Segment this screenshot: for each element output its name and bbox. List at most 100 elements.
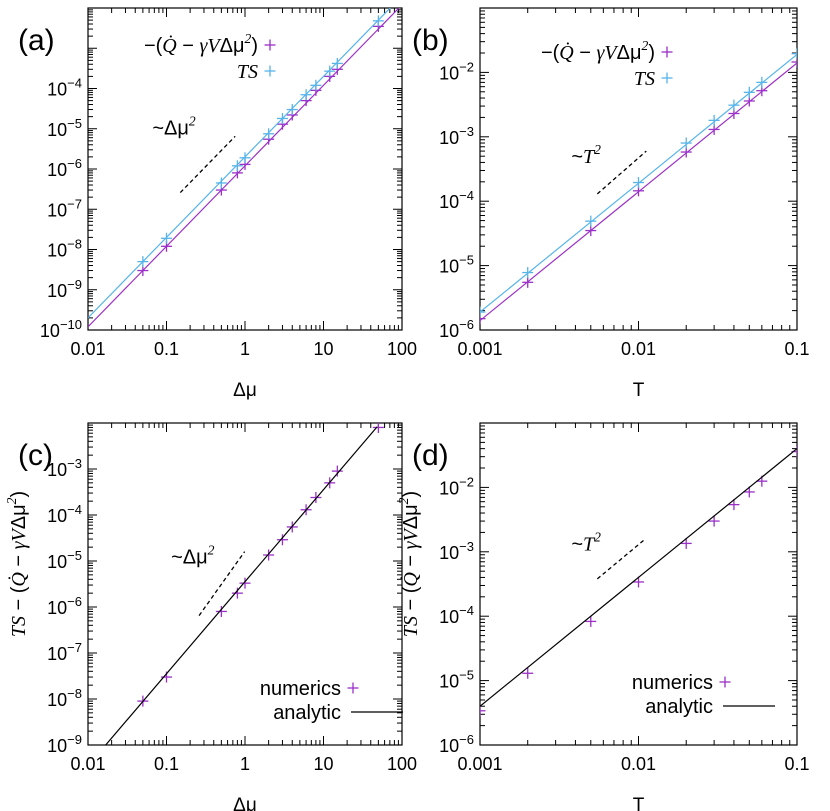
data-point [276, 534, 288, 546]
data-point [286, 104, 298, 116]
data-point [324, 65, 336, 77]
y-tick-label: 10−7 [47, 196, 82, 220]
data-point [331, 57, 343, 69]
legend-label: numerics [260, 678, 341, 700]
x-tick-label: 1 [240, 754, 250, 774]
legend-label: analytic [273, 702, 341, 724]
y-tick-label: 10−2 [439, 474, 474, 498]
y-tick-label: 10−6 [439, 317, 474, 341]
y-tick-label: 10−3 [439, 124, 474, 148]
y-tick-label: 10−3 [47, 456, 82, 480]
plot-area [480, 446, 797, 717]
legend-label: TS [634, 68, 655, 90]
data-point [522, 276, 534, 288]
x-tick-label: 0.01 [621, 339, 656, 359]
data-point [480, 705, 486, 717]
data-point [231, 160, 243, 172]
y-tick-label: 10−9 [47, 732, 82, 756]
x-tick-label: 0.001 [457, 754, 502, 774]
data-point [585, 225, 597, 237]
slope-guide-line [596, 150, 647, 195]
y-tick-label: 10−6 [439, 732, 474, 756]
data-point [263, 128, 275, 140]
data-point [585, 615, 597, 627]
data-point [480, 306, 486, 318]
data-point [331, 465, 343, 477]
data-point [300, 89, 312, 101]
y-tick-label: 10−5 [439, 253, 474, 277]
panel-b: 0.001 0.01 0.1 10−6 10−5 10−4 10−3 10−2 T (b) ~T2​… [412, 7, 810, 401]
x-axis-label: Δμ [233, 795, 257, 811]
analytic-line [105, 426, 378, 745]
data-point [791, 48, 797, 60]
data-point [680, 537, 692, 549]
legend-label: analytic [645, 696, 713, 718]
data-point [633, 576, 644, 588]
data-point [215, 177, 227, 189]
x-tick-label: 0.01 [70, 754, 105, 774]
y-tick-label: 10−4 [439, 188, 474, 212]
x-tick-label: 0.1 [154, 754, 179, 774]
data-point [276, 112, 288, 124]
x-axis-label: T [633, 380, 645, 401]
data-point [310, 492, 322, 504]
axis-ticks [479, 422, 798, 746]
x-tick-label: 100 [387, 754, 417, 774]
y-tick-label: 10−10 [40, 317, 82, 341]
legend-point-swatch [719, 676, 731, 688]
data-point [239, 152, 251, 164]
y-tick-label: 10−6 [47, 156, 82, 180]
y-tick-label: 10−8 [47, 686, 82, 710]
data-point [585, 215, 597, 227]
x-tick-label: 100 [387, 339, 417, 359]
legend-label: −(Q̇ − γVΔμ2​) [144, 31, 258, 57]
plot-area [480, 48, 797, 325]
data-point [480, 313, 486, 325]
data-point [215, 605, 227, 617]
slope-guide-label: ~Δμ2​ [171, 543, 215, 569]
legend-point-swatch [661, 72, 673, 84]
data-point [522, 667, 534, 679]
panel-c: 0.01 0.1 1 10 100 10−9 10−8 10−7 10−6 10−5 10−4 10−… [4, 422, 417, 811]
data-point [791, 56, 797, 68]
x-axis-label: T [633, 795, 645, 811]
data-point [743, 486, 755, 498]
slope-guide-line [179, 135, 236, 194]
x-tick-label: 0.1 [784, 754, 809, 774]
panel-d: 0.001 0.01 0.1 10−6 10−5 10−4 10−3 10−2 T TS − (Q… [396, 422, 810, 811]
slope-guide-line [198, 551, 246, 616]
slope-guide-line [596, 538, 647, 580]
analytic-line [480, 448, 797, 707]
data-point [372, 15, 384, 27]
data-point [756, 76, 768, 88]
axis-ticks [87, 7, 402, 331]
data-point [263, 549, 275, 561]
plot-area [88, 8, 400, 328]
y-tick-label: 10−5 [439, 668, 474, 692]
y-axis-label: TS − (Q̇ − γVΔμ2​) [396, 491, 422, 637]
y-tick-label: 10−5 [47, 116, 82, 140]
x-tick-label: 0.1 [784, 339, 809, 359]
data-point [728, 99, 740, 111]
y-axis-label: TS − (Q̇ − γVΔμ2​) [4, 491, 30, 637]
data-point [161, 232, 172, 244]
slope-guide-label: ~Δμ2​ [152, 113, 196, 139]
x-tick-label: 0.01 [70, 339, 105, 359]
panel-label: (d) [412, 439, 449, 472]
legend-point-swatch [264, 39, 276, 51]
x-tick-label: 10 [313, 754, 333, 774]
legend-label: TS [237, 61, 258, 83]
series-analytic [105, 426, 378, 745]
legend-label: −(Q̇ − γVΔμ2​) [541, 38, 655, 64]
panel-a: 0.01 0.1 1 10 100 10−10 10−9 10−8 10−7 10−6 10−5 10… [18, 7, 417, 401]
series-ts [88, 8, 392, 319]
series-analytic [480, 448, 797, 707]
data-point [633, 177, 644, 189]
legend-label: numerics [632, 672, 713, 694]
slope-guide-label: ~T2​ [571, 142, 601, 168]
panel-label: (a) [18, 24, 55, 57]
data-point [522, 267, 534, 279]
panel-label: (b) [412, 24, 449, 57]
